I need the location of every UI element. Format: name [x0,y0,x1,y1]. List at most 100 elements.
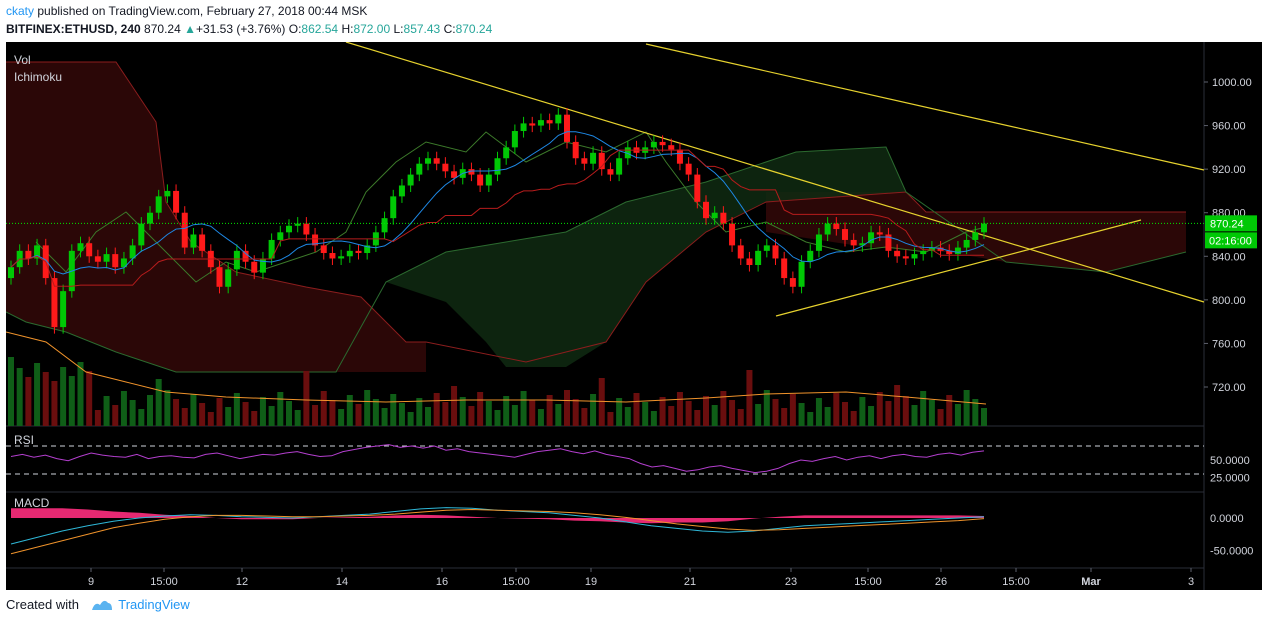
volume-bar [216,398,223,426]
price-tick-label: 1000.00 [1212,77,1252,89]
price-tick-label: 920.00 [1212,164,1246,176]
volume-bar [199,403,206,426]
candle-body [676,149,683,164]
time-tick-label: 15:00 [1002,576,1030,588]
volume-bar [894,385,901,426]
symbol-name: BITFINEX:ETHUSD, 240 [6,22,141,36]
time-tick-label: 15:00 [150,576,178,588]
tradingview-link[interactable]: TradingView [118,597,190,612]
volume-bar [94,410,101,426]
volume-bar [815,398,822,426]
volume-bar [372,399,379,426]
close-label: C: [443,22,456,36]
close-value: 870.24 [455,22,493,36]
candle-body [225,269,232,287]
candle-body [51,278,58,328]
candle-body [233,250,240,270]
candle-body [329,253,336,259]
volume-bar [312,405,319,426]
candle-body [242,250,249,262]
legend-ichimoku: Ichimoku [14,70,62,84]
rsi-line [10,444,985,474]
candle-body [685,163,692,175]
chart-area[interactable]: 1000.00 960.00 920.00 880.00 840.00 800.00 760… [5,41,1262,590]
volume-bar [781,408,788,426]
volume-bar [338,409,345,426]
volume-bar [590,394,597,426]
candle-body [398,185,405,197]
volume-bar [954,404,961,426]
created-with-text: Created with [6,597,79,612]
volume-bar [147,395,153,426]
candle-body [850,239,857,246]
candle-body [911,254,918,259]
candle-body [876,232,883,235]
volume-bar [294,410,301,426]
author-link[interactable]: ckaty [6,4,35,18]
volume-bar [937,409,944,426]
volume-bar [876,392,883,426]
volume-bar [859,397,866,426]
candle-body [833,223,840,230]
volume-bar [355,404,362,426]
candle-body [711,212,718,219]
volume-bar [138,409,145,426]
publication-line: ckaty published on TradingView.com, Febr… [6,4,367,18]
candle-body [199,234,206,251]
volume-bar [546,395,553,426]
candle-body [650,141,657,148]
volume-bar [885,401,892,426]
volume-bar [842,402,848,426]
time-tick-label: 15:00 [502,576,530,588]
volume-bar [459,397,466,426]
countdown-badge [1205,232,1257,249]
candle-body [789,278,796,287]
volume-bar [155,379,162,426]
time-tick-label: 16 [436,576,448,588]
high-label: H: [341,22,354,36]
chart-canvas[interactable]: 1000.00960.00920.00880.00840.00800.00760… [5,41,1262,590]
volume-bar [789,394,796,426]
candle-body [581,158,588,164]
volume-bar [833,393,840,426]
volume-bar [320,391,327,426]
candle-body [920,250,927,255]
volume-bar [902,396,909,426]
volume-bar [685,401,692,426]
time-tick-label: 26 [935,576,947,588]
rsi-tick-label: 50.0000 [1210,455,1250,467]
time-tick-label: 15:00 [854,576,882,588]
volume-bar [86,371,93,426]
candle-body [77,243,84,251]
candle-body [312,234,319,246]
macd-signal-line [10,509,985,555]
time-tick-label: 19 [585,576,597,588]
time-tick-label: 21 [684,576,696,588]
candle-body [103,254,110,262]
volume-bar [920,391,927,426]
time-tick-label: Mar [1081,576,1101,588]
candle-body [503,147,510,159]
volume-bar [694,410,701,426]
candle-body [781,258,788,279]
candle-body [381,218,388,233]
candle-body [94,256,101,262]
volume-bar [251,411,258,426]
volume-bar [624,407,631,426]
volume-bar [286,401,292,426]
volume-bar [703,396,709,426]
volume-bar [68,376,75,426]
volume-bar [25,377,32,426]
ichimoku-lagging-line [35,131,987,283]
volume-bar [277,392,284,426]
candle-body [703,201,709,219]
candle-body [537,120,544,126]
candle-body [972,232,979,240]
candle-body [303,223,310,235]
candle-body [842,229,848,240]
volume-bar [442,402,449,426]
price-tick-label: 960.00 [1212,121,1246,133]
volume-bar [103,396,110,426]
candle-body [433,158,440,164]
candle-body [60,291,67,328]
